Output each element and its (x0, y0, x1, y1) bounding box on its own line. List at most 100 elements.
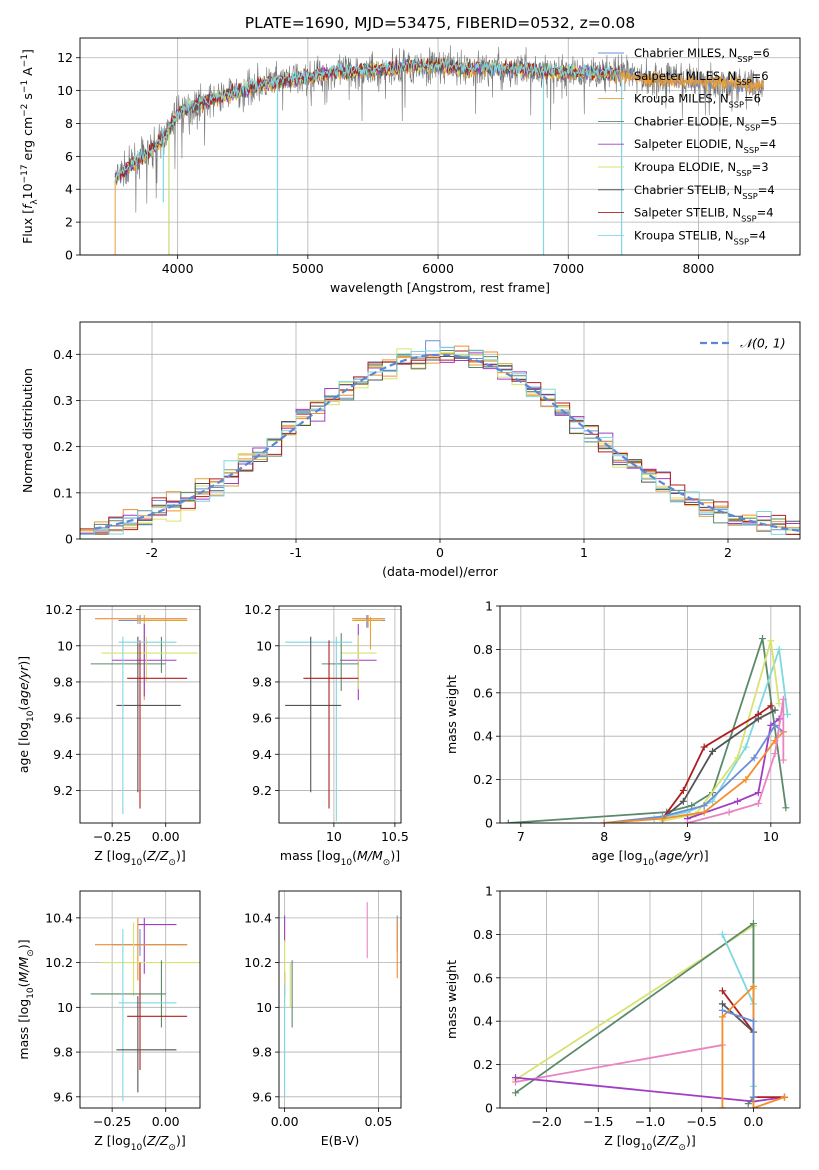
x-tick-label: 1 (580, 545, 588, 560)
x-tick-label: −1.5 (583, 1114, 613, 1129)
plot-area (80, 340, 800, 535)
panel-massweight_vs_Z: −2.0 −1.5 −1.0 −0.5 0.0 0 0.2 0.4 0.6 0.8 1 mass we… (444, 884, 801, 1153)
marker-point (754, 789, 762, 797)
y-axis-label: mass weight (444, 675, 459, 754)
panel-mass_vs_ebv: 0.00 0.05 9.6 9.8 10 10.2 10.4 E(B-V) (244, 890, 402, 1148)
marker-point (718, 930, 726, 938)
legend-label: Chabrier STELIB, NSSP=4 (634, 183, 775, 201)
marker-point (750, 754, 758, 762)
x-tick-label: 0.00 (152, 1114, 180, 1129)
y-tick-label: 0.2 (473, 772, 493, 787)
x-tick-label: 0.05 (365, 1114, 393, 1129)
y-tick-label: 9.6 (53, 711, 73, 726)
y-tick-label: 0.6 (473, 970, 493, 985)
marker-point (754, 799, 762, 807)
plot-area (504, 635, 791, 823)
x-tick-label: −1.0 (635, 1114, 665, 1129)
marker-point (512, 1074, 520, 1082)
y-axis-label: mass [log10(M/M⊙)] (16, 939, 36, 1059)
marker-point (780, 1093, 788, 1101)
marker-point (749, 982, 757, 990)
marker-point (742, 776, 750, 784)
x-tick-label: -1 (290, 545, 302, 560)
legend-label: Kroupa MILES, NSSP=6 (634, 92, 761, 110)
y-tick-label: 0.2 (53, 439, 73, 454)
marker-point (679, 797, 687, 805)
series-line (508, 637, 787, 823)
marker-point (718, 1006, 726, 1014)
y-tick-label: 4 (65, 182, 73, 197)
x-tick-label: 8000 (683, 261, 715, 276)
y-tick-label: 10 (256, 1000, 272, 1015)
y-tick-label: 9.6 (252, 711, 272, 726)
marker-point (754, 715, 762, 723)
marker-point (679, 786, 687, 794)
marker-point (749, 1104, 757, 1108)
panel-massweight_vs_age: 7 8 9 10 0 0.2 0.4 0.6 0.8 1 mass weight age [log10… (444, 599, 801, 868)
marker-point (734, 797, 741, 805)
marker-point (718, 1000, 726, 1008)
y-tick-label: 12 (57, 50, 73, 65)
legend-label: Kroupa ELODIE, NSSP=3 (634, 160, 769, 178)
panel-spectrum: 4000 5000 6000 7000 8000 0 2 4 6 8 10 12 Flux [fλ10−… (20, 37, 801, 295)
x-axis-label: (data-model)/error (382, 564, 499, 579)
y-tick-label: 9.8 (53, 1045, 73, 1060)
y-tick-label: 0.4 (473, 1014, 493, 1029)
histogram-step (80, 348, 800, 532)
marker-point (779, 756, 787, 764)
axes-frame (79, 321, 801, 540)
normal-curve (94, 353, 800, 532)
panel-mass_vs_Z: −0.25 0.00 9.6 9.8 10 10.2 10.4 mass [log10(M/M… (16, 890, 201, 1153)
marker-point (504, 819, 512, 823)
legend-label: Kroupa STELIB, NSSP=4 (634, 228, 766, 246)
figure-title: PLATE=1690, MJD=53475, FIBERID=0532, z=0… (245, 14, 635, 32)
legend-label: Salpeter MILES, NSSP=6 (634, 69, 769, 87)
y-tick-label: 2 (65, 215, 73, 230)
y-axis-label: mass weight (444, 960, 459, 1039)
legend-label: Salpeter ELODIE, NSSP=4 (634, 137, 776, 155)
y-tick-label: 10 (57, 638, 73, 653)
y-tick-label: 0 (485, 1101, 493, 1116)
histogram-step (80, 340, 800, 535)
series-line (722, 1009, 755, 1098)
y-tick-label: 0.4 (473, 729, 493, 744)
x-tick-label: −0.25 (93, 829, 131, 844)
y-axis-label: Normed distribution (20, 368, 35, 493)
y-tick-label: 9.2 (252, 783, 272, 798)
y-tick-label: 10 (57, 1000, 73, 1015)
series-line (514, 922, 755, 1105)
y-tick-label: 8 (65, 116, 73, 131)
x-axis-label: mass [log10(M/M⊙)] (280, 848, 400, 868)
marker-point (734, 754, 741, 762)
y-tick-label: 0.4 (53, 347, 73, 362)
marker-point (512, 1089, 520, 1097)
marker-point (600, 819, 608, 823)
legend-label: Chabrier MILES, NSSP=6 (634, 46, 770, 64)
marker-point (718, 1104, 726, 1108)
panel-age_vs_mass: 10 10.5 9.2 9.4 9.6 9.8 10 10.2 mass [log10(M/M⊙… (244, 602, 409, 868)
marker-point (775, 645, 783, 653)
x-axis-label: Z [log10(Z/Z⊙)] (94, 848, 185, 868)
y-tick-label: 0.8 (473, 927, 493, 942)
y-tick-label: 9.6 (252, 1089, 272, 1104)
marker-point (700, 802, 708, 810)
y-tick-label: 0 (485, 816, 493, 831)
x-tick-label: 0.0 (744, 1114, 764, 1129)
histogram-step (80, 350, 800, 535)
y-tick-label: 0.8 (473, 642, 493, 657)
marker-point (771, 706, 779, 714)
marker-point (749, 920, 757, 928)
marker-point (749, 1093, 757, 1101)
plot-area (114, 45, 764, 255)
y-axis-label: Flux [fλ10−17 erg cm−2 s−1 A−1] (20, 49, 40, 244)
marker-point (700, 808, 708, 816)
x-tick-label: 9 (684, 829, 692, 844)
y-tick-label: 9.4 (53, 747, 73, 762)
legend-label: Salpeter STELIB, NSSP=4 (634, 206, 774, 224)
x-axis-label: age [log10(age/yr)] (591, 848, 708, 868)
marker-point (771, 721, 779, 729)
marker-point (684, 819, 691, 823)
series-line (721, 1003, 755, 1098)
grid (279, 891, 401, 1108)
